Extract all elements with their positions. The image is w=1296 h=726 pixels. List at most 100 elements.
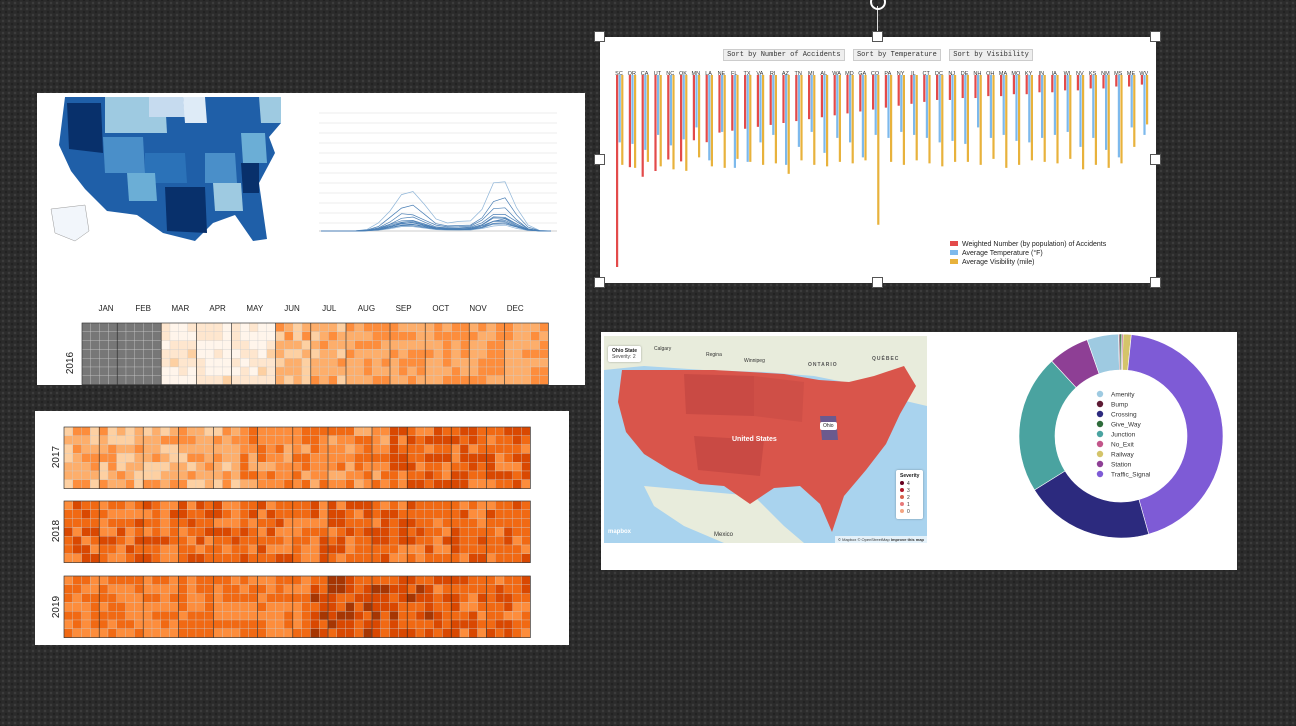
calendar-day-cell: [151, 619, 161, 629]
calendar-day-cell: [231, 462, 241, 472]
calendar-day-cell: [125, 602, 135, 612]
calendar-day-cell: [415, 628, 425, 638]
calendar-day-cell: [513, 331, 523, 341]
calendar-day-cell: [248, 611, 258, 621]
calendar-day-cell: [336, 619, 346, 629]
calendar-day-cell: [187, 619, 197, 629]
calendar-day-cell: [512, 435, 522, 445]
calendar-day-cell: [248, 426, 258, 436]
calendar-day-cell: [178, 611, 188, 621]
calendar-day-cell: [117, 322, 127, 332]
resize-handle-se[interactable]: [1150, 277, 1161, 288]
calendar-day-cell: [363, 479, 373, 489]
calendar-day-cell: [486, 358, 496, 368]
calendar-day-cell: [275, 575, 285, 585]
calendar-day-cell: [152, 358, 162, 368]
calendar-day-cell: [442, 619, 452, 629]
bar-accidents: [833, 75, 836, 116]
calendar-day-cell: [495, 375, 505, 385]
calendar-day-cell: [442, 611, 452, 621]
calendar-day-cell: [398, 349, 408, 359]
calendar-day-cell: [169, 527, 179, 537]
calendar-day-cell: [521, 349, 531, 359]
calendar-day-cell: [169, 611, 179, 621]
state-bar-chart-panel[interactable]: Sort by Number of Accidents Sort by Temp…: [600, 37, 1156, 283]
bar-temperature: [1041, 75, 1044, 138]
resize-handle-e[interactable]: [1150, 154, 1161, 165]
calendar-day-cell: [143, 544, 153, 554]
calendar-day-cell: [337, 331, 347, 341]
calendar-day-cell: [275, 340, 285, 350]
bar-visibility: [749, 75, 752, 162]
calendar-day-cell: [257, 593, 267, 603]
calendar-day-cell: [99, 536, 109, 546]
calendar-day-cell: [363, 444, 373, 454]
calendar-day-cell: [239, 536, 249, 546]
resize-handle-s[interactable]: [872, 277, 883, 288]
calendar-day-cell: [107, 628, 117, 638]
donut-legend-dot-icon: [1096, 400, 1104, 408]
calendar-day-cell: [459, 536, 469, 546]
bar-visibility: [736, 75, 739, 159]
calendar-day-cell: [398, 444, 408, 454]
rotate-handle[interactable]: [870, 0, 886, 10]
severity-map[interactable]: Ohio State Severity: 2 Ohio United State…: [604, 336, 927, 543]
place-label-regina: Regina: [706, 352, 722, 358]
calendar-day-cell: [204, 435, 214, 445]
calendar-day-cell: [336, 470, 346, 480]
calendar-day-cell: [451, 462, 461, 472]
calendar-day-cell: [275, 544, 285, 554]
calendar-day-cell: [90, 358, 100, 368]
resize-handle-w[interactable]: [594, 154, 605, 165]
calendar-day-cell: [337, 366, 347, 376]
calendar-day-cell: [354, 435, 364, 445]
bar-accidents: [948, 75, 951, 100]
calendar-day-cell: [301, 544, 311, 554]
calendar-day-cell: [275, 553, 285, 563]
calendar-day-cell: [90, 593, 100, 603]
calendar-day-cell: [310, 444, 320, 454]
calendar-day-cell: [222, 479, 232, 489]
improve-map-link[interactable]: Improve this map: [890, 537, 924, 542]
calendar-day-cell: [283, 536, 293, 546]
resize-handle-n[interactable]: [872, 31, 883, 42]
calendar-day-cell: [521, 593, 531, 603]
calendar-day-cell: [433, 426, 443, 436]
resize-handle-ne[interactable]: [1150, 31, 1161, 42]
calendar-day-cell: [213, 509, 223, 519]
calendar-day-cell: [433, 593, 443, 603]
state-label: WV: [1139, 71, 1148, 77]
calendar-day-cell: [257, 553, 267, 563]
sort-by-temperature-button[interactable]: Sort by Temperature: [852, 49, 941, 61]
calendar-day-cell: [283, 500, 293, 510]
calendar-day-cell: [204, 509, 214, 519]
calendar-day-cell: [107, 435, 117, 445]
sort-by-visibility-button[interactable]: Sort by Visibility: [949, 49, 1033, 61]
calendar-day-cell: [284, 375, 294, 385]
calendar-day-cell: [354, 527, 364, 537]
calendar-day-cell: [257, 331, 267, 341]
bar-accidents: [731, 75, 734, 131]
calendar-day-cell: [213, 331, 223, 341]
calendar-day-cell: [327, 536, 337, 546]
calendar-day-cell: [169, 536, 179, 546]
calendar-day-cell: [477, 331, 487, 341]
mapbox-logo[interactable]: mapbox: [608, 529, 632, 535]
calendar-day-cell: [231, 518, 241, 528]
sort-by-accidents-button[interactable]: Sort by Number of Accidents: [723, 49, 845, 61]
calendar-day-cell: [310, 584, 320, 594]
rotate-handle-line: [877, 6, 878, 37]
calendar-day-cell: [319, 331, 329, 341]
calendar-day-cell: [275, 611, 285, 621]
calendar-day-cell: [327, 602, 337, 612]
resize-handle-sw[interactable]: [594, 277, 605, 288]
calendar-day-cell: [371, 479, 381, 489]
calendar-day-cell: [468, 479, 478, 489]
calendar-day-cell: [213, 575, 223, 585]
calendar-day-cell: [81, 366, 91, 376]
resize-handle-nw[interactable]: [594, 31, 605, 42]
calendar-day-cell: [328, 322, 338, 332]
legend-swatch-temperature: [950, 250, 958, 255]
calendar-day-cell: [187, 509, 197, 519]
calendar-day-cell: [81, 453, 91, 463]
